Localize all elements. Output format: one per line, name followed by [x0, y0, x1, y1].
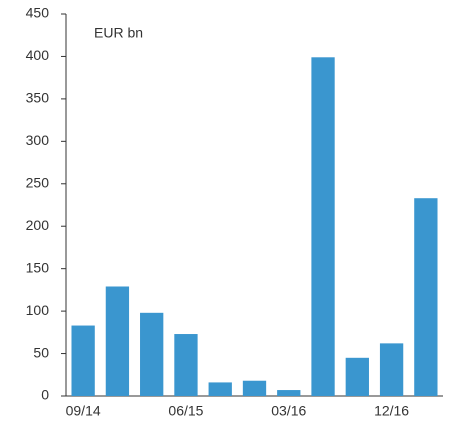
x-tick-label: 06/15 — [168, 403, 203, 419]
y-tick-label: 350 — [26, 90, 50, 106]
bar — [105, 286, 130, 396]
y-tick-label: 400 — [26, 47, 50, 63]
bar — [242, 380, 267, 396]
bar — [174, 334, 198, 396]
x-tick-label: 12/16 — [374, 403, 409, 419]
x-tick-label: 03/16 — [271, 403, 306, 419]
y-tick-label: 100 — [26, 302, 50, 318]
bar — [414, 198, 438, 396]
y-tick-label: 250 — [26, 174, 50, 190]
y-tick-label: 150 — [26, 259, 50, 275]
y-tick-label: 200 — [26, 217, 50, 233]
x-tick-label: 09/14 — [66, 403, 101, 419]
bar — [345, 357, 369, 396]
y-tick-label: 50 — [33, 344, 49, 360]
y-tick-label: 0 — [41, 387, 49, 403]
bar — [379, 343, 404, 396]
bar — [208, 382, 232, 396]
bar — [311, 57, 335, 396]
bar — [71, 325, 95, 396]
unit-annotation: EUR bn — [94, 25, 143, 41]
y-tick-label: 300 — [26, 132, 50, 148]
bar — [277, 390, 301, 396]
y-tick-label: 450 — [26, 5, 50, 21]
bar — [140, 312, 164, 396]
